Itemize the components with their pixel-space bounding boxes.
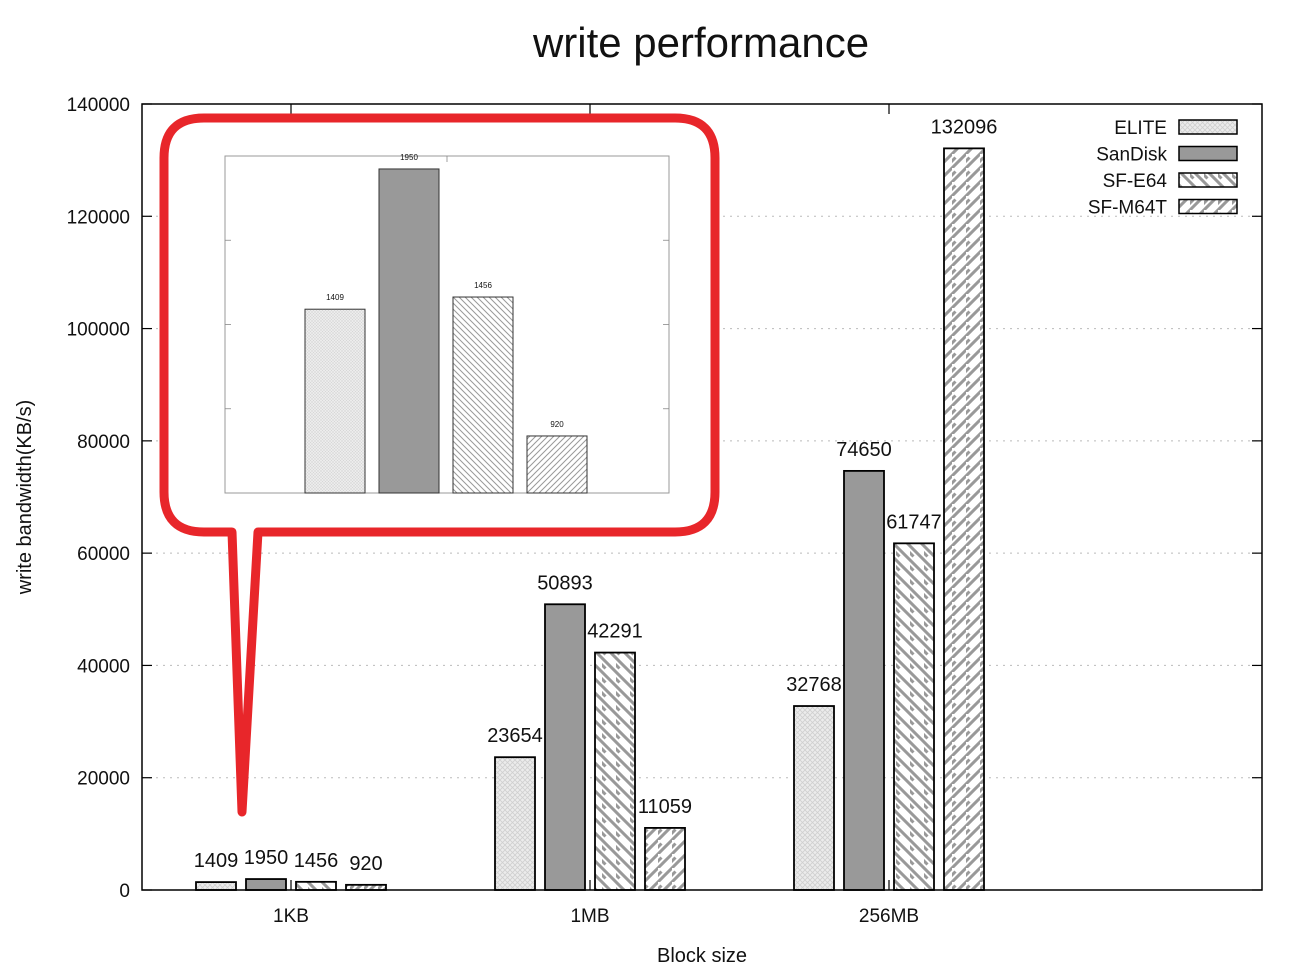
inset-bar	[452, 296, 514, 494]
data-label: 32768	[786, 674, 842, 696]
bar-sf-e64-256mb	[893, 542, 935, 891]
inset-data-label: 1456	[474, 281, 492, 290]
legend: ELITE SanDisk SF-E64 SF-M64T	[1088, 118, 1238, 219]
legend-label: ELITE	[1114, 118, 1167, 139]
bar-sandisk-1mb	[544, 603, 586, 891]
bar-sf-m64t-1kb	[345, 883, 387, 891]
y-tick-label: 120000	[67, 207, 130, 228]
plot-frame	[141, 103, 1263, 891]
bar-elite-1mb	[494, 756, 536, 891]
y-tick-label: 140000	[67, 95, 130, 116]
bar-sf-e64-1mb	[594, 651, 636, 891]
bar-elite-1kb	[195, 881, 237, 891]
inset-data-label: 920	[550, 420, 564, 429]
bars	[195, 147, 985, 891]
bar-sandisk-1kb	[245, 878, 287, 891]
y-tick-label: 20000	[77, 769, 130, 790]
x-axis-label: Block size	[657, 945, 747, 967]
data-label: 920	[349, 853, 382, 875]
bar-sf-e64-1kb	[295, 880, 337, 891]
bar-sf-m64t-1mb	[644, 827, 686, 891]
x-tick-label: 256MB	[859, 906, 919, 927]
legend-label: SF-M64T	[1088, 198, 1168, 219]
x-tick-label: 1MB	[570, 906, 609, 927]
x-tick-label: 1KB	[273, 906, 309, 927]
axis-ticks: 0 20000 40000 60000 80000 100000 120000 140000 1…	[67, 95, 1262, 927]
y-tick-label: 0	[119, 881, 130, 902]
bar-elite-256mb	[793, 705, 835, 891]
inset-bar	[304, 308, 366, 494]
inset-bar	[526, 435, 588, 494]
legend-swatch	[1178, 119, 1238, 135]
y-tick-label: 80000	[77, 432, 130, 453]
y-tick-label: 40000	[77, 656, 130, 677]
data-label: 11059	[638, 796, 692, 818]
legend-label: SanDisk	[1096, 145, 1167, 166]
data-label: 1456	[294, 850, 339, 872]
legend-swatch	[1178, 198, 1238, 215]
chart-title: write performance	[532, 19, 869, 66]
data-label: 1950	[244, 847, 289, 869]
data-label: 132096	[931, 116, 998, 138]
zoom-callout: 1409 1950 1456 920	[159, 113, 720, 817]
y-axis-label: write bandwidth(KB/s)	[14, 400, 36, 596]
legend-label: SF-E64	[1103, 171, 1168, 192]
bar-sf-m64t-256mb	[943, 147, 985, 891]
inset-bar	[378, 168, 440, 494]
data-label: 42291	[587, 621, 643, 643]
legend-swatch	[1178, 145, 1238, 162]
y-tick-label: 100000	[67, 320, 130, 341]
data-label: 61747	[886, 511, 942, 533]
y-tick-label: 60000	[77, 544, 130, 565]
data-label: 74650	[836, 439, 892, 461]
inset-frame	[224, 155, 670, 494]
data-label: 1409	[194, 850, 239, 872]
inset-data-label: 1950	[400, 153, 418, 162]
data-labels: 1409 23654 32768 1950 50893 74650 1456 42291 617…	[194, 116, 998, 874]
inset-data-label: 1409	[326, 293, 344, 302]
data-label: 50893	[537, 572, 593, 594]
bar-sandisk-256mb	[843, 469, 885, 891]
legend-swatch	[1178, 172, 1238, 188]
data-label: 23654	[487, 725, 543, 747]
